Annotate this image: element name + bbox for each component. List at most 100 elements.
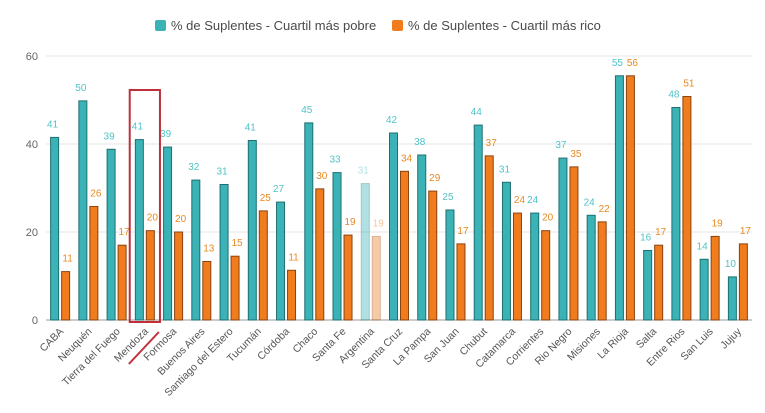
- value-label-poorest-tucuman: 41: [245, 122, 257, 133]
- bar-richest-san-luis: [710, 235, 720, 321]
- value-label-poorest-corrientes: 24: [527, 195, 539, 206]
- value-label-richest-jujuy: 17: [740, 226, 752, 237]
- value-label-poorest-cordoba: 27: [273, 184, 285, 195]
- highlight-underline: [128, 331, 160, 365]
- value-label-poorest-catamarca: 31: [499, 164, 511, 175]
- value-label-poorest-caba: 41: [47, 119, 59, 130]
- legend-swatch-richest: [392, 20, 403, 31]
- value-label-richest-misiones: 22: [599, 204, 611, 215]
- bar-richest-buenos-aires: [202, 260, 212, 321]
- bar-poorest-san-juan: [445, 209, 455, 321]
- bar-poorest-santa-fe: [332, 172, 342, 321]
- bar-richest-tucuman: [258, 210, 268, 321]
- bar-poorest-tucuman: [247, 139, 257, 321]
- bar-poorest-la-rioja: [614, 75, 624, 321]
- bar-richest-cordoba: [287, 269, 297, 321]
- value-label-poorest-mendoza: 41: [132, 122, 144, 133]
- value-label-richest-argentina: 19: [373, 218, 385, 229]
- bar-richest-chubut: [484, 155, 494, 321]
- bar-poorest-san-luis: [699, 258, 709, 321]
- bar-poorest-la-pampa: [417, 154, 427, 321]
- value-label-richest-santa-fe: 19: [344, 217, 356, 228]
- value-label-poorest-formosa: 39: [160, 129, 172, 140]
- value-label-richest-cordoba: 11: [288, 252, 299, 263]
- bar-richest-misiones: [597, 221, 607, 321]
- bar-richest-salta: [654, 244, 664, 321]
- bar-poorest-rio-negro: [558, 157, 568, 321]
- value-label-poorest-misiones: 24: [584, 197, 596, 208]
- bar-richest-chaco: [315, 188, 325, 321]
- value-label-richest-santa-cruz: 34: [401, 153, 413, 164]
- bar-richest-caba: [61, 271, 71, 321]
- chart-legend: % de Suplentes - Cuartil más pobre % de …: [155, 18, 601, 33]
- value-label-richest-neuquen: 26: [90, 188, 102, 199]
- legend-label-richest: % de Suplentes - Cuartil más rico: [408, 18, 601, 33]
- bar-poorest-santiago-del-estero: [219, 183, 229, 321]
- bar-richest-entre-rios: [682, 95, 692, 321]
- value-label-poorest-rio-negro: 37: [555, 140, 567, 151]
- bar-richest-neuquen: [89, 205, 99, 321]
- value-label-poorest-salta: 16: [640, 232, 652, 243]
- value-label-poorest-santa-fe: 33: [329, 155, 341, 166]
- value-label-poorest-santa-cruz: 42: [386, 115, 398, 126]
- value-label-poorest-argentina: 31: [358, 166, 370, 177]
- bar-poorest-formosa: [163, 146, 173, 321]
- bar-poorest-catamarca: [501, 181, 511, 321]
- value-label-poorest-chaco: 45: [301, 105, 313, 116]
- bar-richest-rio-negro: [569, 166, 579, 321]
- value-label-richest-salta: 17: [655, 227, 667, 238]
- value-label-richest-chaco: 30: [316, 171, 328, 182]
- y-tick-label: 20: [26, 227, 38, 239]
- value-label-richest-formosa: 20: [175, 214, 187, 225]
- bar-richest-tierra-del-fuego: [117, 244, 127, 321]
- bar-richest-santa-fe: [343, 234, 353, 321]
- y-tick-label: 40: [26, 139, 38, 151]
- value-label-richest-buenos-aires: 13: [203, 243, 215, 254]
- bar-poorest-cordoba: [276, 201, 286, 321]
- bar-richest-formosa: [174, 231, 184, 321]
- value-labels: 4111502639174120392032133115412527114530…: [47, 58, 751, 270]
- y-tick-label: 0: [32, 315, 38, 327]
- bar-poorest-entre-rios: [671, 106, 681, 321]
- value-label-poorest-san-juan: 25: [442, 192, 454, 203]
- value-label-richest-san-luis: 19: [712, 218, 724, 229]
- bar-poorest-tierra-del-fuego: [106, 148, 116, 321]
- bars: [50, 75, 748, 321]
- bar-poorest-caba: [50, 136, 60, 321]
- value-label-richest-santiago-del-estero: 15: [231, 238, 243, 249]
- bar-richest-mendoza: [145, 230, 155, 321]
- value-label-richest-chubut: 37: [486, 138, 498, 149]
- bar-poorest-santa-cruz: [389, 132, 398, 321]
- value-label-poorest-buenos-aires: 32: [188, 162, 200, 173]
- bar-richest-la-rioja: [625, 75, 635, 321]
- y-tick-label: 60: [26, 51, 38, 63]
- value-label-richest-la-pampa: 29: [429, 173, 441, 184]
- bar-richest-corrientes: [541, 230, 551, 321]
- bar-richest-argentina: [371, 235, 381, 321]
- bar-poorest-salta: [643, 249, 653, 321]
- bar-richest-santa-cruz: [400, 170, 409, 321]
- value-label-richest-catamarca: 24: [514, 195, 526, 206]
- value-label-richest-entre-rios: 51: [683, 78, 695, 89]
- bar-richest-san-juan: [456, 243, 466, 321]
- bar-poorest-misiones: [586, 214, 596, 321]
- bar-poorest-corrientes: [530, 212, 540, 321]
- value-label-poorest-jujuy: 10: [725, 259, 737, 270]
- value-label-richest-corrientes: 20: [542, 213, 554, 224]
- bar-poorest-mendoza: [134, 139, 144, 321]
- x-tick-label-la-rioja: La Rioja: [595, 326, 631, 362]
- value-label-richest-caba: 11: [62, 254, 73, 265]
- bar-richest-catamarca: [512, 212, 522, 321]
- value-label-poorest-la-pampa: 38: [414, 137, 426, 148]
- bar-richest-la-pampa: [428, 190, 438, 321]
- value-label-poorest-entre-rios: 48: [668, 89, 680, 100]
- bar-richest-jujuy: [738, 243, 748, 321]
- value-label-richest-san-juan: 17: [457, 226, 469, 237]
- bar-poorest-jujuy: [727, 276, 737, 321]
- bar-poorest-chubut: [473, 124, 483, 321]
- value-label-poorest-chubut: 44: [471, 107, 483, 118]
- value-label-poorest-neuquen: 50: [75, 83, 87, 94]
- legend-label-poorest: % de Suplentes - Cuartil más pobre: [171, 18, 376, 33]
